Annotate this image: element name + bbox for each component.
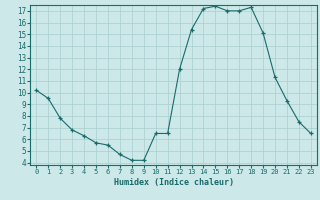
X-axis label: Humidex (Indice chaleur): Humidex (Indice chaleur)	[114, 178, 234, 187]
